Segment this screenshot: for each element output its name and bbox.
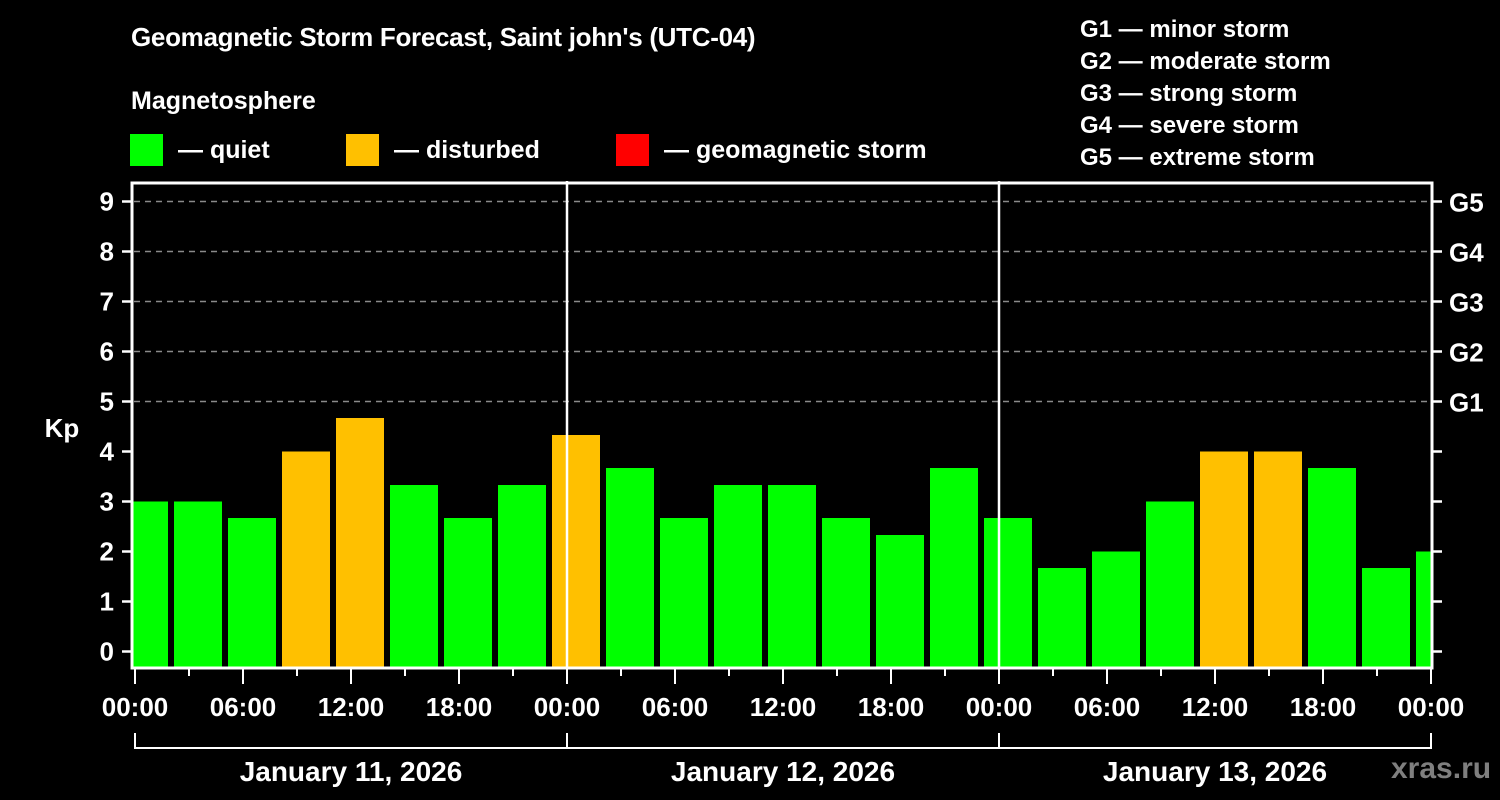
x-tick-label: 00:00 [102,692,169,722]
g-level-label: G4 [1449,238,1484,268]
legend-item-disturbed: — disturbed [346,133,540,167]
x-tick-label: 06:00 [1074,692,1141,722]
legend-heading: Magnetosphere [131,87,316,115]
storm-scale-g5: G5 — extreme storm [1080,144,1315,171]
y-tick-label: 2 [100,537,114,567]
x-tick-label: 18:00 [1290,692,1357,722]
x-tick-label: 06:00 [642,692,709,722]
legend-label: — disturbed [394,135,540,164]
storm-scale-g4: G4 — severe storm [1080,112,1299,139]
kp-bar [444,518,492,667]
kp-bar [1362,568,1410,667]
x-tick-label: 00:00 [966,692,1033,722]
x-tick-label: 12:00 [318,692,385,722]
y-axis-label: Kp [45,413,80,443]
legend-item-storm: — geomagnetic storm [616,133,927,167]
y-tick-label: 3 [100,487,114,517]
x-tick-label: 18:00 [426,692,493,722]
kp-bar [552,435,600,667]
gridlines [134,200,1430,403]
x-tick-label: 12:00 [750,692,817,722]
day-label: January 11, 2026 [240,756,463,787]
legend-item-quiet: — quiet [130,133,270,167]
kp-bar [336,418,384,667]
x-tick-label: 00:00 [534,692,601,722]
x-tick-label: 18:00 [858,692,925,722]
storm-scale-g3: G3 — strong storm [1080,80,1298,107]
kp-bar [660,518,708,667]
g-level-label: G2 [1449,338,1484,368]
kp-bar [174,501,222,667]
storm-scale-g1: G1 — minor storm [1080,16,1290,43]
y-tick-label: 0 [100,637,114,667]
chart-title: Geomagnetic Storm Forecast, Saint john's… [131,22,756,52]
y-tick-label: 5 [100,387,114,417]
g-level-label: G1 [1449,388,1484,418]
kp-bar [1308,468,1356,667]
disturbed-swatch-icon [346,134,379,166]
watermark: xras.ru [1391,752,1492,785]
bars [133,418,1431,667]
g-level-label: G3 [1449,288,1484,318]
storm-swatch-icon [616,134,649,166]
y-tick-label: 8 [100,237,114,267]
kp-bar [498,485,546,667]
legend-label: — geomagnetic storm [664,135,927,164]
storm-scale-g2: G2 — moderate storm [1080,48,1331,75]
kp-bar [1416,551,1431,667]
y-tick-label: 9 [100,187,114,217]
day-label: January 13, 2026 [1103,756,1327,787]
g-level-label: G5 [1449,188,1484,218]
x-tick-label: 12:00 [1182,692,1249,722]
kp-bar [133,501,168,667]
kp-bar [228,518,276,667]
kp-bar [390,485,438,667]
day-label: January 12, 2026 [671,756,895,787]
y-tick-label: 1 [100,587,114,617]
axes: 0 1 2 3 4 5 6 7 8 9 G1 G2 G3 G4 G5 00:00 06:00 12:00 18:00… [100,181,1484,787]
kp-bar [930,468,978,667]
kp-bar [822,518,870,667]
kp-bar [1200,451,1248,667]
y-tick-label: 4 [100,437,115,467]
kp-bar [1038,568,1086,667]
kp-bar [1254,451,1302,667]
kp-bar [1146,501,1194,667]
kp-bar [768,485,816,667]
kp-bar [1092,551,1140,667]
kp-bar [984,518,1032,667]
y-tick-label: 6 [100,337,114,367]
storm-scale-legend: G1 — minor storm G2 — moderate storm G3 … [1080,14,1331,174]
x-tick-label: 06:00 [210,692,277,722]
kp-bar [876,535,924,667]
kp-bar [714,485,762,667]
legend-label: — quiet [178,135,270,164]
kp-bar [606,468,654,667]
kp-bar [282,451,330,667]
quiet-swatch-icon [130,134,163,166]
x-tick-label: 00:00 [1398,692,1465,722]
y-tick-label: 7 [100,287,114,317]
